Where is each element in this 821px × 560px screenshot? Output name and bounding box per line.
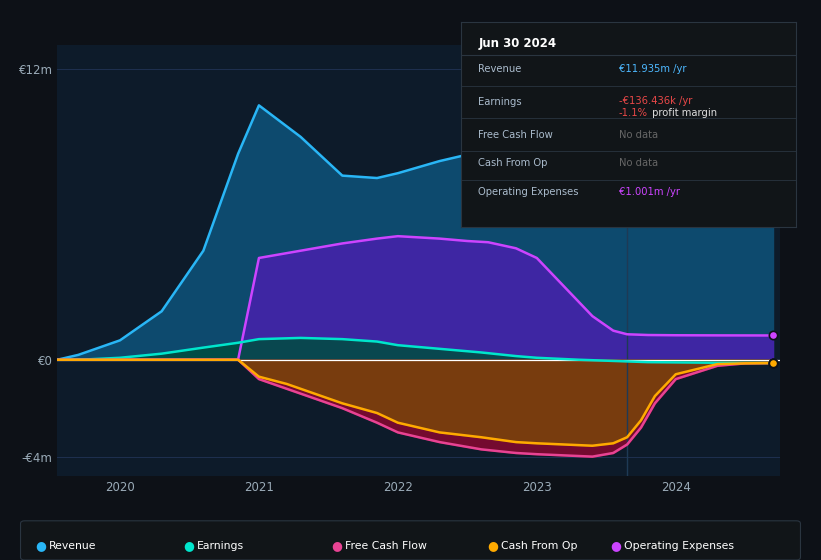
Text: ●: ●: [35, 539, 47, 553]
Text: ●: ●: [183, 539, 195, 553]
Text: ●: ●: [35, 539, 47, 553]
Text: ●: ●: [183, 539, 195, 553]
Text: No data: No data: [619, 129, 658, 139]
Text: Operating Expenses: Operating Expenses: [624, 541, 734, 551]
Text: Operating Expenses: Operating Expenses: [478, 187, 579, 197]
Text: No data: No data: [619, 158, 658, 168]
Text: Earnings: Earnings: [197, 541, 244, 551]
Text: €11.935m /yr: €11.935m /yr: [619, 64, 686, 74]
Text: ●: ●: [331, 539, 342, 553]
Text: -€136.436k /yr: -€136.436k /yr: [619, 96, 692, 106]
Text: Free Cash Flow: Free Cash Flow: [478, 129, 553, 139]
Text: ●: ●: [487, 539, 498, 553]
Text: ●: ●: [487, 539, 498, 553]
Text: Revenue: Revenue: [49, 541, 97, 551]
Text: Revenue: Revenue: [478, 64, 521, 74]
Text: -1.1%: -1.1%: [619, 108, 648, 118]
Text: Cash From Op: Cash From Op: [478, 158, 548, 168]
Text: Jun 30 2024: Jun 30 2024: [478, 37, 557, 50]
Text: Revenue: Revenue: [49, 541, 97, 551]
Text: Earnings: Earnings: [478, 97, 522, 107]
Text: Cash From Op: Cash From Op: [501, 541, 577, 551]
Text: ●: ●: [331, 539, 342, 553]
Text: Earnings: Earnings: [197, 541, 244, 551]
Text: Free Cash Flow: Free Cash Flow: [345, 541, 427, 551]
Text: ●: ●: [610, 539, 621, 553]
Text: €1.001m /yr: €1.001m /yr: [619, 187, 680, 197]
Text: Free Cash Flow: Free Cash Flow: [345, 541, 427, 551]
Text: profit margin: profit margin: [649, 108, 717, 118]
Text: Cash From Op: Cash From Op: [501, 541, 577, 551]
Text: Operating Expenses: Operating Expenses: [624, 541, 734, 551]
Text: ●: ●: [610, 539, 621, 553]
